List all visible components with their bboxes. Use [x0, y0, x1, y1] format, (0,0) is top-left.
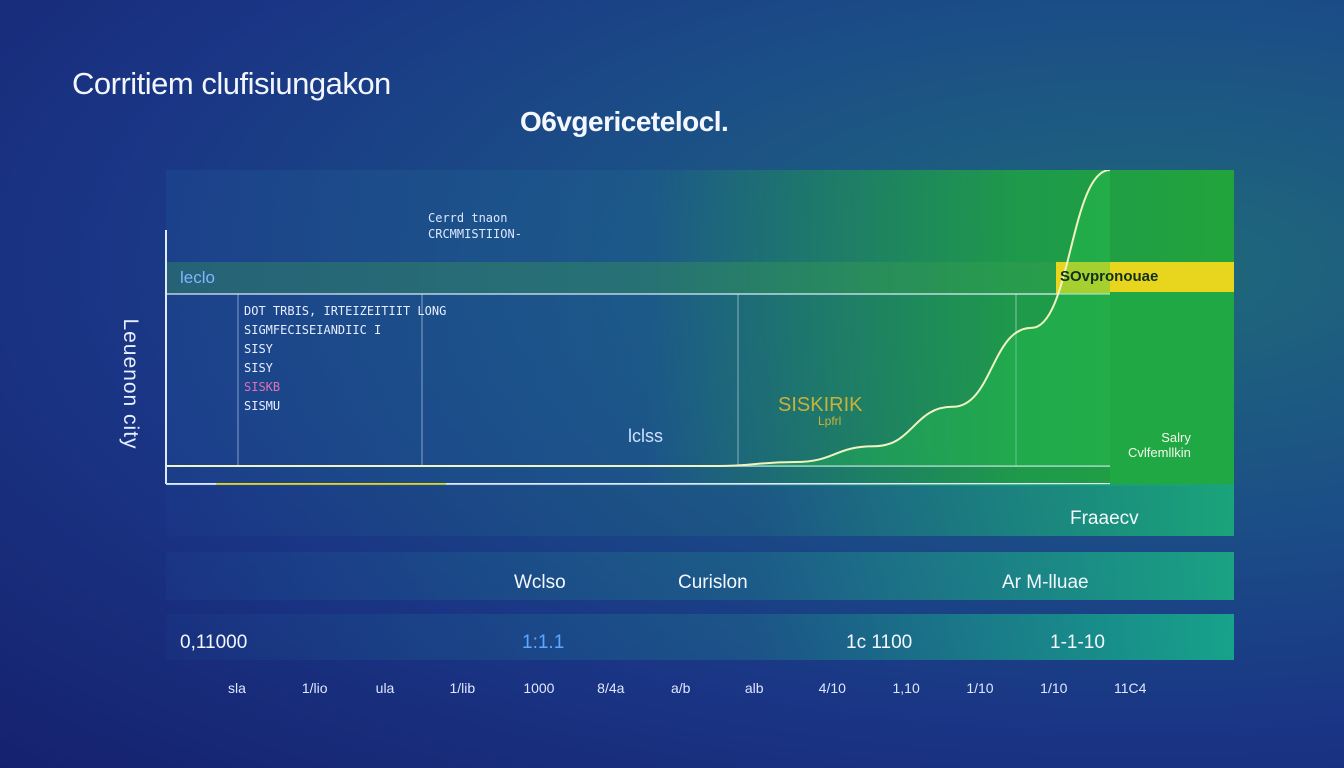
x-tick-label: 1,10	[892, 680, 920, 696]
x-tick-label: 1/10	[966, 680, 994, 696]
note-line: DOT TRBIS, IRTEIZEITIIT LONG	[244, 304, 447, 318]
x-tick-label: 4/10	[818, 680, 846, 696]
legend-label: leclo	[180, 268, 215, 287]
legend-band-yellow	[1056, 262, 1234, 294]
series-line	[166, 170, 1111, 467]
top-note: Cerrd tnaon CRCMMISTIION-	[428, 210, 522, 242]
x-tick-label: a/b	[671, 680, 691, 696]
y-axis-label: Leuenon city	[119, 318, 142, 450]
x-tick-label: 1/lio	[301, 680, 328, 696]
note-line: SIGMFECISEIANDIIC I	[244, 323, 382, 337]
y-axis-label-wrap: Leuenon city	[112, 298, 142, 474]
row3-label: 1-1-10	[1050, 632, 1105, 653]
top-right-annotation: SOvpronouae	[1060, 268, 1159, 285]
page-title: Corritiem clufisiungakon	[72, 66, 391, 101]
y-axis	[165, 230, 167, 484]
row3-label: 1c 1100	[846, 632, 913, 653]
side-label-line: Cvlfemllkin	[1128, 445, 1191, 460]
mid-label: lclss	[628, 426, 663, 446]
note-block: DOT TRBIS, IRTEIZEITIIT LONG SIGMFECISEI…	[244, 302, 446, 416]
side-panel	[1110, 292, 1234, 484]
row2-label: Wclso	[514, 572, 566, 593]
x-tick-label: 11C4	[1114, 680, 1147, 696]
note-line: SISY	[244, 342, 273, 356]
category-strip	[166, 552, 1234, 600]
value-strip	[166, 614, 1234, 660]
x-tick-label: 1/10	[1040, 680, 1068, 696]
side-label: Salry Cvlfemllkin	[1128, 430, 1191, 460]
x-tick-label: ula	[375, 680, 395, 696]
x-tick-label: 8/4a	[597, 680, 625, 696]
series-label: SISKIRIK	[778, 394, 863, 416]
chart-plot	[166, 170, 1234, 485]
side-label-line: Salry	[1161, 430, 1191, 445]
frequency-strip	[166, 484, 1234, 536]
row2-label: Ar M-lluae	[1002, 572, 1089, 593]
chart-title: O6vgericetelocl.	[520, 106, 729, 137]
note-line: SISY	[244, 361, 273, 375]
series-label-sub: Lpfrl	[818, 414, 842, 428]
chart-panel	[166, 170, 1234, 486]
row3-label: 1:1.1	[522, 632, 565, 653]
x-tick-label: 1/lib	[449, 680, 476, 696]
frequency-label: Fraaecv	[1070, 508, 1139, 529]
row2-label: Curislon	[678, 572, 748, 593]
note-line: SISMU	[244, 399, 281, 413]
x-tick-label: 1000	[523, 680, 555, 696]
top-note-line: CRCMMISTIION-	[428, 227, 522, 241]
row3-label: 0,11000	[180, 632, 248, 653]
top-note-line: Cerrd tnaon	[428, 211, 508, 225]
x-tick-label: sla	[228, 680, 246, 696]
x-tick-label: alb	[744, 680, 764, 696]
note-line: SISKB	[244, 380, 281, 394]
area-fill	[166, 170, 1110, 466]
